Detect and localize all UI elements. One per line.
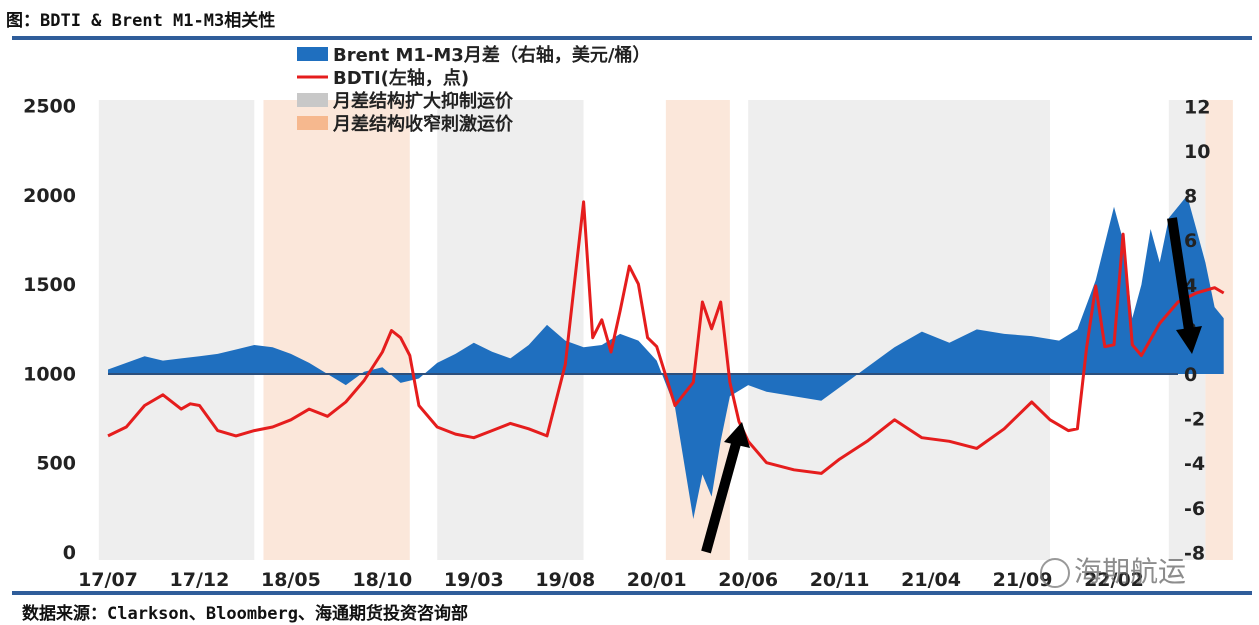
- legend-label: BDTI(左轴，点): [333, 67, 469, 89]
- x-tick-label: 17/12: [170, 569, 230, 591]
- x-tick-label: 22/02: [1084, 569, 1144, 591]
- x-tick-label: 18/10: [352, 569, 412, 591]
- left-tick-label: 1500: [23, 274, 76, 296]
- bottom-rule: [12, 591, 1252, 595]
- shaded-bands: [98, 100, 1233, 560]
- x-tick-label: 19/08: [535, 569, 595, 591]
- band-orange-1: [263, 100, 410, 560]
- down-arrow-shaft: [1167, 217, 1194, 331]
- annotation-arrows: [701, 217, 1202, 554]
- right-tick-label: 6: [1184, 230, 1197, 252]
- legend-label: 月差结构收窄刺激运价: [332, 113, 514, 135]
- x-tick-label: 20/11: [810, 569, 870, 591]
- down-arrow-head: [1176, 326, 1202, 354]
- left-tick-label: 1000: [23, 363, 76, 385]
- left-tick-label: 500: [36, 453, 76, 475]
- x-tick-label: 21/09: [993, 569, 1053, 591]
- x-tick-label: 19/03: [444, 569, 504, 591]
- x-tick-label: 17/07: [78, 569, 138, 591]
- right-tick-label: 8: [1184, 186, 1197, 208]
- bdti-series: [107, 200, 1225, 475]
- left-tick-label: 2500: [23, 96, 76, 118]
- right-tick-label: -6: [1184, 498, 1205, 520]
- legend-swatch: [297, 116, 328, 130]
- bdti-line: [107, 200, 1225, 475]
- band-grey-0: [98, 100, 255, 560]
- top-rule: [12, 36, 1252, 40]
- left-axis-ticks: 0 500 1000 1500 2000 2500: [23, 96, 76, 565]
- legend-label: Brent M1-M3月差（右轴，美元/桶）: [333, 44, 650, 66]
- left-tick-label: 2000: [23, 185, 76, 207]
- legend-swatch: [297, 93, 328, 107]
- left-tick-label: 0: [63, 542, 76, 564]
- x-tick-label: 18/05: [261, 569, 321, 591]
- up-arrow-shaft: [701, 438, 742, 554]
- band-grey-2: [437, 100, 584, 560]
- brent-series: [108, 195, 1224, 519]
- wechat-icon: [1040, 558, 1070, 588]
- band-grey-4: [748, 100, 1050, 560]
- figure-title: 图：BDTI & Brent M1-M3相关性: [6, 11, 276, 31]
- x-tick-label: 21/04: [901, 569, 961, 591]
- watermark: 海期航运: [1040, 550, 1186, 590]
- right-tick-label: -4: [1184, 453, 1205, 475]
- right-tick-label: -2: [1184, 409, 1205, 431]
- legend: Brent M1-M3月差（右轴，美元/桶）BDTI(左轴，点)月差结构扩大抑制…: [297, 44, 650, 135]
- legend-swatch: [297, 47, 328, 61]
- right-tick-label: 10: [1184, 141, 1210, 163]
- x-tick-label: 20/06: [718, 569, 778, 591]
- brent-spread-area: [108, 195, 1224, 519]
- x-axis-ticks: 17/07 17/12 18/05 18/10 19/03 19/08 20/01 20/06…: [78, 569, 1144, 591]
- right-tick-label: 0: [1184, 364, 1197, 386]
- source-note: 数据来源：Clarkson、Bloomberg、海通期货投资咨询部: [22, 604, 468, 624]
- right-tick-label: -8: [1184, 542, 1205, 564]
- right-tick-label: 12: [1184, 96, 1210, 118]
- legend-label: 月差结构扩大抑制运价: [332, 90, 514, 112]
- x-tick-label: 20/01: [627, 569, 687, 591]
- up-arrow-head: [724, 422, 750, 448]
